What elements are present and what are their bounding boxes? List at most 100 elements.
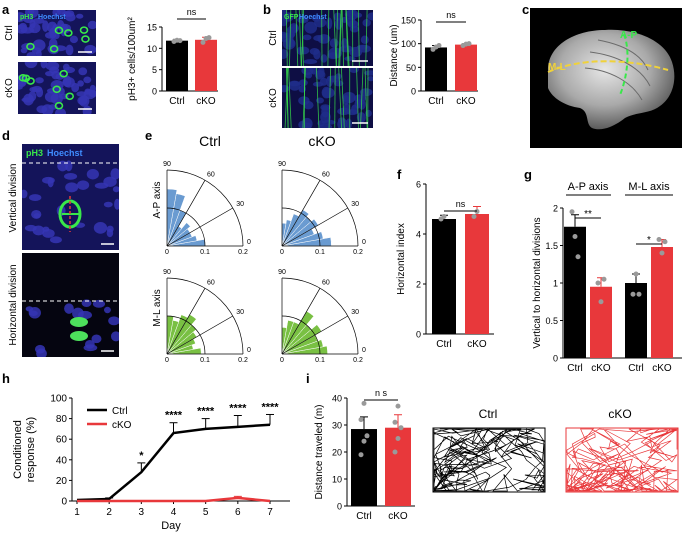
data-point (392, 419, 398, 425)
nucleus (320, 54, 328, 63)
angle-tick-label: 0 (362, 239, 366, 246)
angle-tick-label: 30 (236, 309, 244, 316)
x-tick-label: Ctrl (428, 96, 444, 107)
row-label-cko: cKO (268, 88, 279, 108)
nucleus (298, 79, 308, 87)
nucleus (365, 109, 372, 117)
significance-label: ns (456, 199, 466, 209)
y-tick-label: 10 (147, 44, 157, 54)
nucleus (335, 73, 342, 80)
stain-label-hoechst: Hoechst (299, 14, 327, 21)
fiber (286, 10, 288, 66)
brain-render: A-P M-L (530, 8, 682, 148)
nucleus (29, 194, 42, 202)
fiber (328, 68, 331, 128)
y-axis-label: Distance (um) (389, 24, 400, 86)
nucleus (356, 112, 366, 123)
x-tick-label: cKO (388, 511, 408, 522)
bar (590, 286, 612, 358)
radial-tick-label: 0 (280, 357, 284, 364)
panel-letter-h: h (2, 371, 10, 386)
micrograph-d: pH3 Hoechst Vertical division Horizontal… (8, 144, 119, 357)
y-tick-label: 20 (56, 476, 68, 487)
panel-letter-f: f (397, 167, 402, 182)
angle-tick-label: 30 (351, 201, 359, 208)
nucleus (24, 62, 38, 69)
data-point (392, 449, 398, 455)
nucleus (345, 118, 352, 128)
fiber (345, 10, 349, 66)
nucleus (42, 20, 49, 32)
y-tick-label: 0 (416, 330, 421, 340)
row-title-ap: A-P axis (152, 181, 163, 218)
nucleus (93, 222, 108, 234)
nucleus (320, 104, 331, 111)
angle-tick-label: 90 (278, 161, 286, 168)
positive-cell (21, 74, 31, 83)
polar-cko-ml: 0 30 60 90 0 0.1 0.2 (278, 269, 366, 364)
y-tick-label: 20 (332, 448, 342, 458)
chart-f: 0 2 4 6 Horizontal index Ctrl cKO ns (396, 180, 494, 350)
nucleus (349, 25, 360, 33)
nucleus (40, 62, 48, 69)
nucleus (35, 50, 42, 56)
data-point (436, 43, 442, 49)
ml-axis-label: M-L (548, 62, 566, 73)
y-tick-label: 150 (401, 16, 416, 26)
bar (625, 283, 647, 358)
nucleus (326, 17, 333, 30)
data-point (598, 299, 604, 305)
nucleus (23, 93, 34, 106)
positive-cell (81, 35, 90, 43)
track-ctrl (432, 428, 545, 493)
nucleus (49, 236, 62, 244)
bar (564, 226, 586, 358)
panel-letter-a: a (2, 2, 10, 17)
brain-surface (548, 29, 675, 130)
nucleus (44, 91, 59, 103)
data-point (471, 214, 477, 219)
fiber (357, 10, 360, 66)
y-tick-label: 0.5 (545, 316, 558, 326)
angle-tick-label: 60 (322, 172, 330, 179)
polar-grid-spoke (166, 207, 233, 247)
data-point (662, 239, 668, 245)
nucleus (62, 11, 72, 17)
locomotion-path (432, 428, 545, 493)
y-axis-label: Vertical to horizontal divisions (532, 217, 543, 348)
polar-bin (281, 320, 295, 355)
radial-tick-label: 0 (165, 357, 169, 364)
significance-label: **** (261, 401, 279, 413)
nucleus (62, 63, 70, 71)
y-axis-label: pH3+ cells/100um² (127, 17, 138, 101)
nucleus (69, 35, 78, 44)
polar-grid-arc (166, 207, 206, 247)
group-label: M-L axis (628, 181, 670, 193)
nucleus (18, 84, 23, 90)
positive-cell (64, 29, 73, 37)
nucleus (103, 201, 113, 208)
nucleus (28, 307, 41, 319)
radial-tick-label: 0 (165, 249, 169, 256)
panel-letter-d: d (2, 128, 10, 143)
x-tick-label: Ctrl (356, 511, 372, 522)
polar-grid-spoke (166, 315, 233, 355)
nucleus (313, 35, 325, 42)
nucleus (333, 80, 344, 87)
fiber (360, 68, 364, 128)
fiber (341, 10, 344, 66)
bar (651, 247, 673, 358)
nucleus (63, 173, 78, 180)
micrograph-b: Ctrl cKO GFP Hoechst (268, 10, 373, 128)
y-tick-label: 2 (553, 204, 558, 214)
legend-label: Ctrl (112, 406, 128, 417)
data-point (398, 425, 404, 431)
nucleus (77, 80, 84, 87)
x-tick-label: 6 (235, 507, 241, 518)
nucleus (45, 31, 57, 39)
nucleus (304, 21, 318, 34)
y-tick-label: 60 (56, 435, 68, 446)
data-point (395, 436, 401, 441)
x-tick-label: Ctrl (169, 96, 185, 107)
data-point (466, 41, 472, 47)
